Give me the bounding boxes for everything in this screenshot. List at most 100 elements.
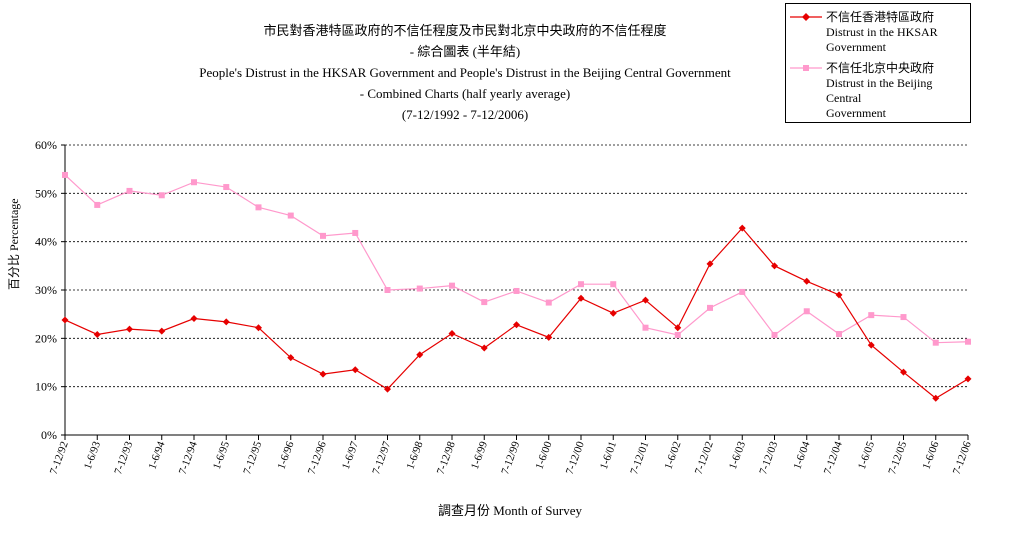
data-point-beijing	[62, 171, 68, 178]
x-tick-label: 7-12/99	[499, 439, 522, 476]
x-tick-label: 7-12/96	[306, 439, 329, 476]
x-tick-label: 1-6/05	[856, 439, 877, 471]
title-line-chinese: 市民對香港特區政府的不信任程度及市民對北京中央政府的不信任程度	[263, 23, 667, 38]
x-tick-label: 1-6/01	[598, 440, 619, 471]
y-tick-label: 60%	[35, 138, 57, 152]
data-point-beijing	[868, 312, 875, 319]
data-point-beijing	[803, 308, 810, 315]
data-point-hksar	[61, 316, 69, 324]
data-point-hksar	[480, 344, 488, 352]
data-point-beijing	[900, 314, 907, 321]
y-tick-label: 20%	[35, 331, 57, 345]
x-tick-label: 7-12/95	[241, 439, 264, 476]
legend-entry-beijing: 不信任北京中央政府 Distrust in the Beijing Centra…	[786, 61, 970, 121]
x-tick-label: 7-12/94	[177, 439, 200, 476]
data-point-hksar	[964, 375, 972, 383]
x-tick-label: 7-12/98	[435, 439, 458, 476]
x-tick-label: 1-6/04	[791, 439, 812, 471]
legend-marker-hksar	[790, 13, 822, 21]
y-tick-label: 10%	[35, 380, 57, 394]
legend-label-hksar-zh: 不信任香港特區政府	[826, 10, 935, 24]
legend: 不信任香港特區政府 Distrust in the HKSAR Governme…	[785, 3, 971, 123]
title-line-date-range: (7-12/1992 - 7-12/2006)	[401, 107, 529, 122]
data-point-hksar	[287, 354, 295, 362]
data-point-beijing	[965, 338, 971, 345]
data-point-hksar	[835, 291, 843, 299]
data-point-hksar	[513, 321, 520, 329]
data-point-beijing	[126, 187, 133, 194]
x-tick-label: 1-6/96	[275, 439, 296, 471]
y-tick-label: 50%	[35, 186, 57, 200]
data-point-hksar	[674, 324, 682, 332]
data-point-beijing	[158, 192, 165, 199]
data-point-beijing	[739, 288, 746, 295]
data-point-hksar	[222, 318, 230, 326]
x-tick-label: 7-12/02	[693, 440, 716, 476]
data-point-hksar	[609, 309, 617, 317]
data-point-beijing	[932, 339, 939, 346]
x-tick-label: 7-12/00	[564, 439, 587, 476]
chart-title: 市民對香港特區政府的不信任程度及市民對北京中央政府的不信任程度 - 綜合圖表 (…	[130, 20, 800, 125]
y-tick-label: 0%	[41, 428, 57, 442]
data-point-hksar	[932, 394, 940, 402]
legend-label-beijing-zh: 不信任北京中央政府	[826, 61, 935, 75]
legend-label-beijing-en1: Distrust in the Beijing Central	[826, 76, 933, 105]
legend-label-hksar-en2: Government	[826, 40, 886, 54]
y-axis-title: 百分比 Percentage	[7, 198, 21, 290]
series-line-hksar	[64, 227, 969, 399]
data-point-hksar	[803, 277, 811, 285]
data-point-hksar	[642, 296, 649, 304]
legend-label-hksar-en1: Distrust in the HKSAR	[826, 25, 938, 39]
data-point-hksar	[738, 224, 746, 232]
data-point-beijing	[255, 204, 262, 211]
data-point-hksar	[384, 385, 391, 393]
data-point-hksar	[448, 330, 456, 337]
x-tick-label: 1-6/02	[662, 440, 683, 471]
x-axis-title: 調查月份 Month of Survey	[437, 503, 583, 518]
x-tick-label: 1-6/93	[82, 439, 103, 471]
title-line-chinese-sub: - 綜合圖表 (半年結)	[409, 44, 521, 59]
data-point-beijing	[191, 179, 197, 186]
data-point-hksar	[93, 330, 101, 338]
x-tick-label: 7-12/04	[822, 439, 845, 476]
data-point-beijing	[610, 281, 617, 288]
data-point-beijing	[384, 287, 391, 293]
data-point-beijing	[836, 330, 842, 337]
data-point-hksar	[416, 351, 424, 359]
data-point-beijing	[481, 299, 488, 306]
x-tick-label: 7-12/97	[370, 439, 393, 476]
x-tick-label: 1-6/97	[340, 439, 361, 471]
x-tick-label: 7-12/01	[628, 440, 651, 476]
data-point-beijing	[449, 282, 455, 289]
legend-entry-hksar: 不信任香港特區政府 Distrust in the HKSAR Governme…	[786, 10, 970, 55]
y-tick-label: 30%	[35, 283, 57, 297]
data-point-hksar	[351, 366, 359, 374]
data-point-hksar	[771, 262, 778, 270]
legend-marker-beijing	[790, 65, 822, 71]
data-point-beijing	[320, 232, 326, 239]
data-point-beijing	[674, 331, 681, 338]
data-point-beijing	[94, 201, 101, 208]
title-line-english-sub: - Combined Charts (half yearly average)	[359, 86, 571, 101]
x-tick-label: 7-12/92	[48, 440, 71, 476]
data-point-beijing	[416, 285, 423, 292]
y-tick-label: 40%	[35, 235, 57, 249]
data-point-beijing	[578, 281, 584, 288]
data-point-hksar	[706, 260, 714, 268]
data-point-hksar	[255, 324, 262, 332]
data-point-hksar	[158, 327, 166, 335]
title-line-english: People's Distrust in the HKSAR Governmen…	[199, 65, 731, 80]
x-tick-label: 7-12/93	[112, 439, 135, 476]
data-point-beijing	[707, 304, 713, 311]
x-tick-label: 1-6/03	[727, 439, 748, 471]
data-point-hksar	[545, 333, 553, 341]
x-tick-label: 1-6/98	[404, 439, 425, 471]
data-point-hksar	[319, 370, 327, 378]
data-point-beijing	[287, 212, 294, 219]
data-point-beijing	[223, 184, 230, 191]
data-point-beijing	[352, 229, 359, 236]
data-point-beijing	[642, 324, 649, 331]
x-tick-label: 7-12/03	[757, 439, 780, 476]
data-point-hksar	[190, 315, 198, 323]
data-point-hksar	[867, 341, 875, 349]
